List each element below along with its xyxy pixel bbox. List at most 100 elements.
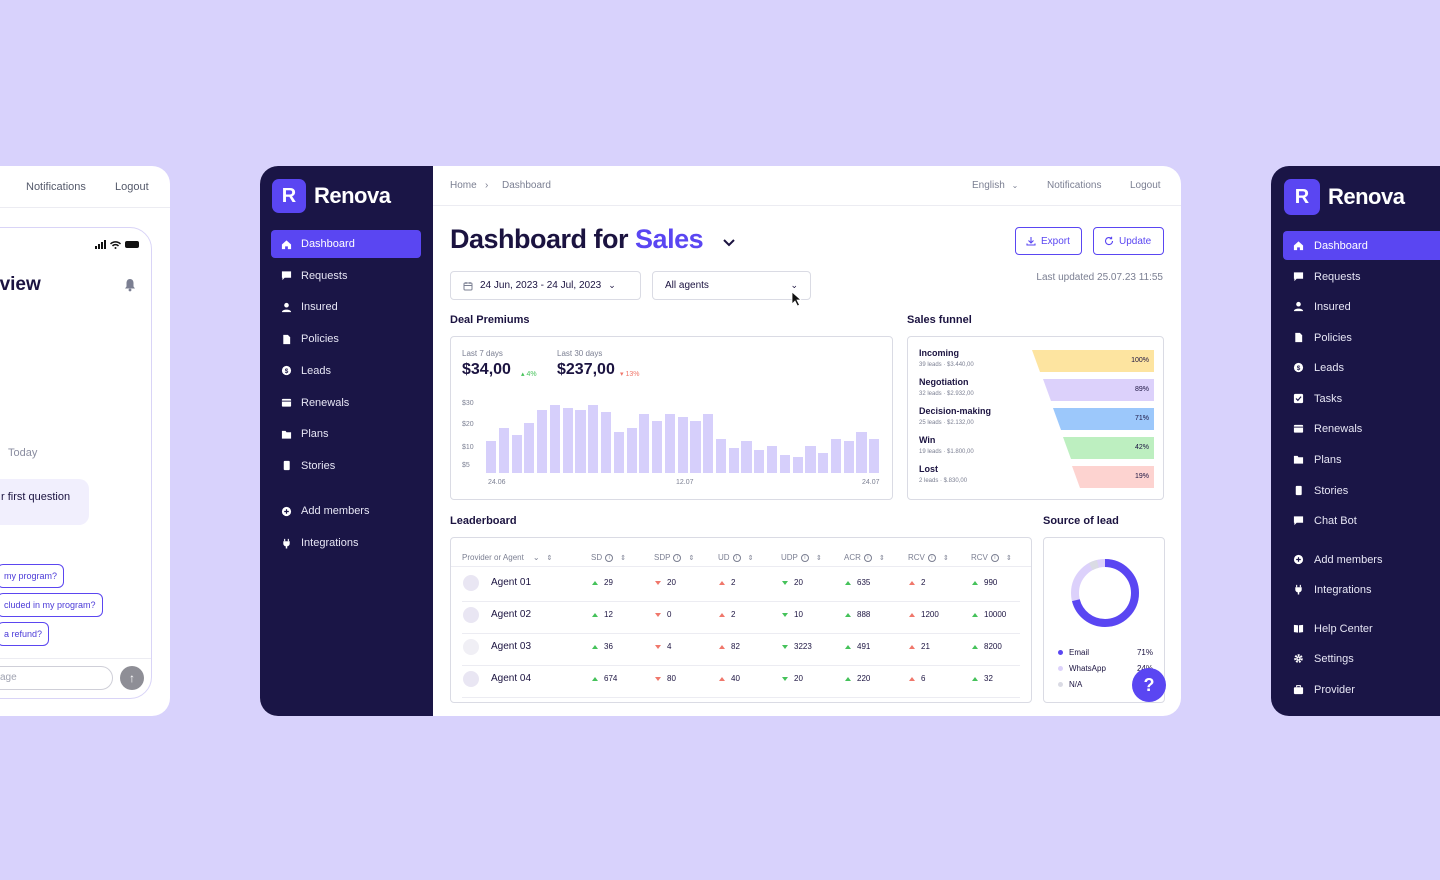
column-header[interactable]: UDP i ⇕ [781,553,822,562]
chart-bar [703,414,714,473]
kpi-delta: ▴ 4% [521,371,537,378]
update-button[interactable]: Update [1093,227,1164,255]
row-divider [462,601,1020,602]
sidebar-item-renewals[interactable]: Renewals [1283,414,1440,443]
funnel-pct: 42% [1134,444,1149,451]
chart-bar [588,405,599,473]
leaderboard-title: Leaderboard [450,515,517,527]
cell-value: 491 [857,642,871,651]
column-header[interactable]: SDP i ⇕ [654,553,694,562]
sidebar-item-provider[interactable]: Provider [1283,675,1440,704]
column-header[interactable]: ACR i ⇕ [844,553,885,562]
column-header-label: Provider or Agent [462,553,524,562]
phone-icon [1295,485,1302,496]
language-select[interactable]: English ⌄ [972,180,1018,191]
cell-value: 2 [731,578,736,587]
last-updated: Last updated 25.07.23 11:55 [1036,272,1163,283]
sidebar-item-tasks[interactable]: Tasks [1283,384,1440,413]
cell-value: 990 [984,578,998,587]
date-range-picker[interactable]: 24 Jun, 2023 - 24 Jul, 2023 ⌄ [450,271,641,300]
agent-name[interactable]: Agent 01 [491,577,532,588]
logo-mark: R [1284,179,1320,215]
dashboard-window: R Renova Dashboard Requests Insured Policie… [260,166,1181,716]
chevron-down-icon[interactable] [722,236,736,250]
breadcrumb-home[interactable]: Home [450,180,477,191]
sidebar-item-settings[interactable]: Settings [1283,644,1440,673]
sidebar-item-stories[interactable]: Stories [1283,476,1440,505]
sidebar-item-policies[interactable]: Policies [1283,323,1440,352]
column-header[interactable]: SD i ⇕ [591,553,626,562]
suggestion-chip[interactable]: a refund? [0,622,50,646]
bell-icon[interactable] [123,278,137,292]
help-button[interactable]: ? [1132,668,1166,702]
trend-down-icon [782,676,788,681]
sidebar-item-plans[interactable]: Plans [271,420,421,448]
logout-link[interactable]: Logout [1130,180,1161,191]
column-header[interactable]: RCV i ⇕ [971,553,1012,562]
y-tick: $20 [462,421,474,428]
column-header[interactable]: UD i ⇕ [718,553,753,562]
chevron-down-icon: ⌄ [608,280,616,290]
send-button[interactable]: ↑ [120,666,144,690]
brand-logo[interactable]: R Renova [1284,179,1405,215]
agent-name[interactable]: Agent 03 [491,641,532,652]
suggestion-chip[interactable]: cluded in my program? [0,593,103,617]
sidebar-item-label: Renewals [1314,422,1363,435]
sidebar-item-integrations[interactable]: Integrations [271,529,421,557]
logo-text: Renova [314,183,391,208]
export-button[interactable]: Export [1015,227,1082,255]
sidebar-item-insured[interactable]: Insured [271,293,421,321]
legend-label: WhatsApp [1069,664,1106,673]
sidebar-item-insured[interactable]: Insured [1283,292,1440,321]
sidebar-item-label: Requests [301,269,348,282]
sidebar-item-plans[interactable]: Plans [1283,445,1440,474]
chart-bar [843,441,854,473]
title-accent[interactable]: Sales [635,224,704,254]
sidebar-item-requests[interactable]: Requests [1283,262,1440,291]
logo-mark: R [272,179,306,213]
sidebar-item-help-center[interactable]: Help Center [1283,614,1440,643]
sales-funnel-title: Sales funnel [907,314,972,326]
y-tick: $10 [462,444,474,451]
column-header[interactable]: RCV i ⇕ [908,553,949,562]
sidebar-item-add-members[interactable]: Add members [1283,545,1440,574]
sidebar-item-requests[interactable]: Requests [271,262,421,290]
suggestion-chip[interactable]: my program? [0,564,65,588]
x-tick: 12.07 [676,479,694,486]
sidebar-item-renewals[interactable]: Renewals [271,389,421,417]
message-input[interactable]: age [0,666,113,690]
notifications-link[interactable]: Notifications [26,181,86,193]
logout-link[interactable]: Logout [115,181,149,193]
trend-up-icon [719,644,725,649]
table-cell: 0 [655,610,671,619]
sidebar-item-dashboard[interactable]: Dashboard [271,230,421,258]
cell-value: 32 [984,674,993,683]
deal-premiums-panel: Last 7 days $34,00 ▴ 4% Last 30 days $23… [450,336,893,500]
sidebar-item-integrations[interactable]: Integrations [1283,575,1440,604]
trend-up-icon [972,644,978,649]
agents-filter[interactable]: All agents ⌄ [652,271,811,300]
sidebar-item-leads[interactable]: $ Leads [271,357,421,385]
table-cell: 990 [972,578,997,587]
table-cell: 635 [845,578,870,587]
cell-value: 12 [604,610,613,619]
wallet-icon [1293,424,1304,433]
agent-name[interactable]: Agent 04 [491,673,532,684]
folder-icon [1293,455,1304,464]
brand-logo[interactable]: R Renova [272,179,391,213]
row-divider [462,665,1020,666]
sidebar-item-chat-bot[interactable]: Chat Bot [1283,506,1440,535]
download-icon [1026,237,1036,246]
sidebar-item-add-members[interactable]: Add members [271,497,421,525]
column-header[interactable]: Provider or Agent ⌄ ⇕ [462,553,552,562]
sidebar-item-dashboard[interactable]: Dashboard [1283,231,1440,260]
table-cell: 36 [592,642,613,651]
sidebar-item-leads[interactable]: $ Leads [1283,353,1440,382]
notifications-link[interactable]: Notifications [1047,180,1102,191]
sidebar-item-policies[interactable]: Policies [271,325,421,353]
sidebar-item-stories[interactable]: Stories [271,452,421,480]
legend-item: WhatsApp [1058,664,1106,673]
cell-value: 20 [794,578,803,587]
agent-name[interactable]: Agent 02 [491,609,532,620]
kpi-label: Last 30 days [557,349,603,358]
